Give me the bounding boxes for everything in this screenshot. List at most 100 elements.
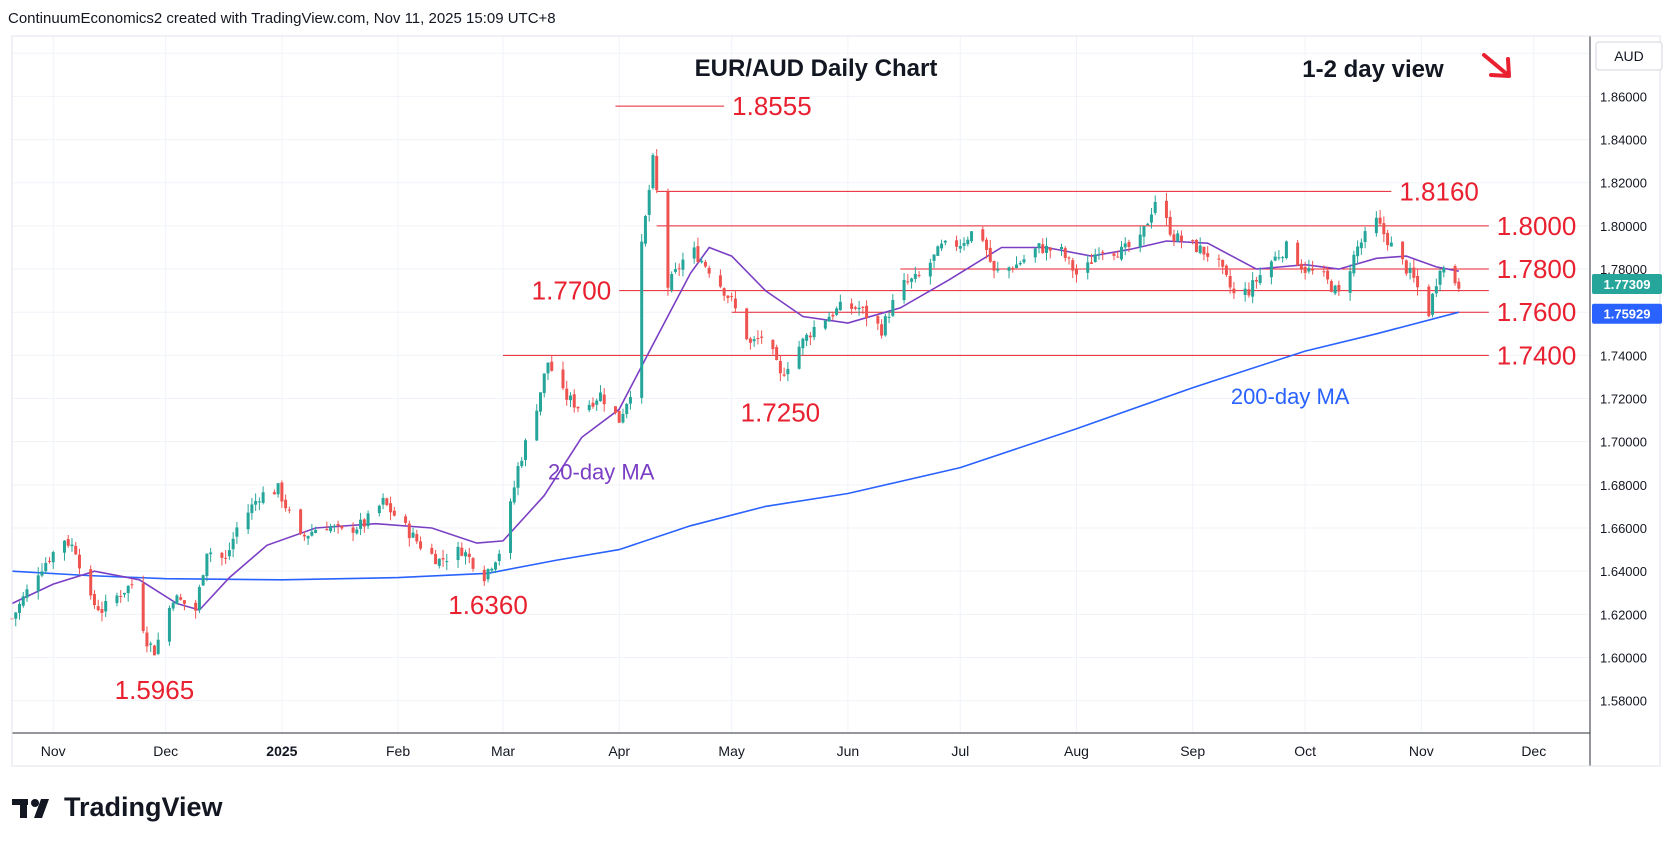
candle-body [130, 584, 134, 586]
candle-body [325, 528, 329, 531]
candle [981, 225, 985, 243]
candle-body [981, 229, 985, 241]
candle [235, 521, 239, 544]
candle [910, 277, 914, 289]
candle-body [1033, 248, 1037, 258]
candle [962, 237, 966, 251]
candle-body [104, 601, 108, 612]
candle-body [167, 607, 171, 642]
candle [673, 262, 677, 274]
candle-body [1198, 245, 1202, 254]
x-tick-label: Oct [1294, 743, 1316, 759]
candle [205, 553, 209, 582]
candle-body [1116, 256, 1120, 258]
candle [272, 489, 276, 495]
candle-body [1067, 257, 1071, 259]
candle-body [332, 525, 336, 527]
candle [1329, 279, 1333, 293]
candle-body [145, 632, 149, 647]
candle-body [808, 335, 812, 338]
candle [808, 331, 812, 346]
plot-frame [11, 35, 1661, 767]
y-axis[interactable]: 1.58000 1.60000 1.62000 1.64000 1.66000 1.680… [1592, 46, 1662, 709]
candle-body [1168, 216, 1172, 235]
candle-body [1374, 217, 1378, 234]
candle [385, 497, 389, 507]
candle-body [1251, 280, 1255, 297]
candle-body [1086, 262, 1090, 273]
candle-body [44, 562, 48, 572]
candle [494, 561, 498, 574]
candle-body [261, 492, 265, 503]
candle-body [362, 519, 366, 527]
candle [1434, 278, 1438, 298]
currency-badge[interactable]: AUD [1595, 41, 1663, 71]
candle [44, 557, 48, 574]
y-tick-label: 1.80000 [1600, 219, 1647, 234]
candle-body [329, 526, 333, 532]
candle-body [1333, 285, 1337, 294]
candle [812, 320, 816, 341]
candle [1060, 243, 1064, 256]
candle-body [47, 560, 51, 562]
candle-body [797, 346, 801, 369]
candle [1146, 222, 1150, 226]
candle [1176, 230, 1180, 243]
candle [21, 591, 25, 608]
x-axis[interactable]: Nov Dec 2025 Feb Mar Apr May Jun Jul Aug Sep Oct Nov… [41, 743, 1546, 759]
candle [512, 480, 516, 505]
candle-body [119, 595, 123, 597]
candle-body [1101, 251, 1105, 253]
candle [1119, 241, 1123, 262]
tradingview-brand[interactable]: TradingView [12, 792, 223, 823]
candle-body [561, 369, 565, 389]
candle [122, 592, 126, 598]
candle-body [1093, 254, 1097, 263]
arrow-down-right-icon [1482, 53, 1511, 78]
candle-body [171, 602, 175, 609]
candle [175, 594, 179, 605]
candle [434, 549, 438, 565]
x-tick-label: Aug [1064, 743, 1089, 759]
candle [257, 497, 261, 511]
candle [775, 344, 779, 361]
candle [96, 599, 100, 612]
candle-body [542, 373, 546, 394]
candle [287, 506, 291, 514]
candle [40, 563, 44, 578]
candle [220, 551, 224, 566]
candle-body [482, 569, 486, 582]
candle [1303, 261, 1307, 280]
candle-body [703, 261, 707, 267]
candle [613, 406, 617, 415]
candle [1243, 282, 1247, 302]
candle [1404, 259, 1408, 276]
candle-body [21, 596, 25, 606]
candle [1442, 265, 1446, 278]
candle [415, 529, 419, 545]
candle [467, 547, 471, 564]
candle [992, 260, 996, 279]
candle [497, 549, 501, 566]
candle-body [1307, 268, 1311, 272]
candle [14, 611, 18, 627]
candle [77, 548, 81, 574]
candle-body [197, 587, 201, 611]
candle [1232, 281, 1236, 299]
tradingview-logo-icon [12, 798, 49, 818]
candle-body [179, 597, 183, 600]
candle-body [535, 410, 539, 441]
candle-body [591, 402, 595, 407]
candle-body [696, 246, 700, 263]
candle [130, 579, 134, 589]
candle-body [467, 553, 471, 557]
candle-body [340, 525, 344, 529]
candle [464, 549, 468, 565]
x-tick-label: Jul [951, 743, 969, 759]
candle-body [1217, 258, 1221, 260]
candle-body [17, 603, 21, 613]
candle [362, 518, 366, 533]
candle-body [670, 274, 674, 290]
candle-body [490, 568, 494, 571]
